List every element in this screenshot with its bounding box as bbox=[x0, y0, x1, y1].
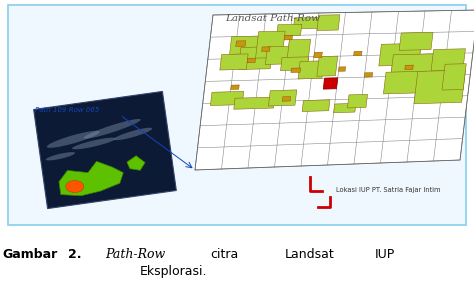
Polygon shape bbox=[247, 58, 255, 63]
Polygon shape bbox=[442, 64, 466, 90]
Ellipse shape bbox=[114, 128, 152, 140]
Polygon shape bbox=[59, 161, 123, 196]
Polygon shape bbox=[399, 32, 433, 50]
Polygon shape bbox=[231, 85, 239, 90]
Polygon shape bbox=[195, 10, 474, 170]
Polygon shape bbox=[431, 49, 465, 71]
Text: Landsat: Landsat bbox=[285, 248, 335, 261]
Text: Path 109 Row 065: Path 109 Row 065 bbox=[35, 107, 100, 113]
Ellipse shape bbox=[47, 131, 100, 148]
Text: 2.: 2. bbox=[68, 248, 82, 261]
Polygon shape bbox=[365, 72, 373, 77]
Polygon shape bbox=[229, 36, 272, 54]
Polygon shape bbox=[238, 47, 273, 70]
Text: Eksplorasi.: Eksplorasi. bbox=[140, 265, 208, 277]
Polygon shape bbox=[293, 17, 327, 29]
Text: Landsat Path-Row: Landsat Path-Row bbox=[225, 14, 320, 23]
Text: Path-Row: Path-Row bbox=[105, 248, 165, 261]
Ellipse shape bbox=[46, 152, 75, 160]
Ellipse shape bbox=[66, 180, 84, 193]
Polygon shape bbox=[268, 90, 297, 106]
Polygon shape bbox=[265, 46, 299, 65]
Polygon shape bbox=[354, 51, 362, 56]
Polygon shape bbox=[414, 70, 465, 104]
Polygon shape bbox=[302, 100, 330, 111]
Polygon shape bbox=[255, 31, 285, 58]
Polygon shape bbox=[127, 156, 145, 170]
Polygon shape bbox=[334, 103, 356, 113]
Polygon shape bbox=[317, 56, 337, 76]
Polygon shape bbox=[281, 57, 309, 71]
Polygon shape bbox=[277, 24, 302, 36]
Text: citra: citra bbox=[210, 248, 238, 261]
Polygon shape bbox=[383, 71, 426, 94]
Polygon shape bbox=[379, 43, 421, 66]
Polygon shape bbox=[338, 67, 346, 71]
Polygon shape bbox=[220, 54, 248, 70]
Polygon shape bbox=[298, 61, 324, 79]
Text: Lokasi IUP PT. Satria Fajar Intim: Lokasi IUP PT. Satria Fajar Intim bbox=[336, 187, 440, 193]
Polygon shape bbox=[405, 65, 413, 70]
Polygon shape bbox=[390, 54, 447, 87]
Ellipse shape bbox=[83, 119, 141, 139]
Polygon shape bbox=[284, 35, 292, 40]
Polygon shape bbox=[314, 52, 322, 58]
Polygon shape bbox=[234, 97, 275, 109]
Polygon shape bbox=[34, 91, 176, 209]
Polygon shape bbox=[210, 91, 244, 105]
Polygon shape bbox=[347, 94, 367, 108]
Polygon shape bbox=[323, 78, 338, 89]
Polygon shape bbox=[287, 39, 310, 62]
Polygon shape bbox=[317, 15, 340, 30]
Polygon shape bbox=[262, 47, 270, 51]
Ellipse shape bbox=[72, 138, 116, 149]
Polygon shape bbox=[291, 68, 301, 72]
Polygon shape bbox=[324, 78, 332, 83]
Polygon shape bbox=[282, 97, 291, 101]
Text: Gambar: Gambar bbox=[2, 248, 57, 261]
Polygon shape bbox=[236, 41, 246, 47]
Text: IUP: IUP bbox=[375, 248, 395, 261]
Bar bbox=[8, 5, 466, 225]
